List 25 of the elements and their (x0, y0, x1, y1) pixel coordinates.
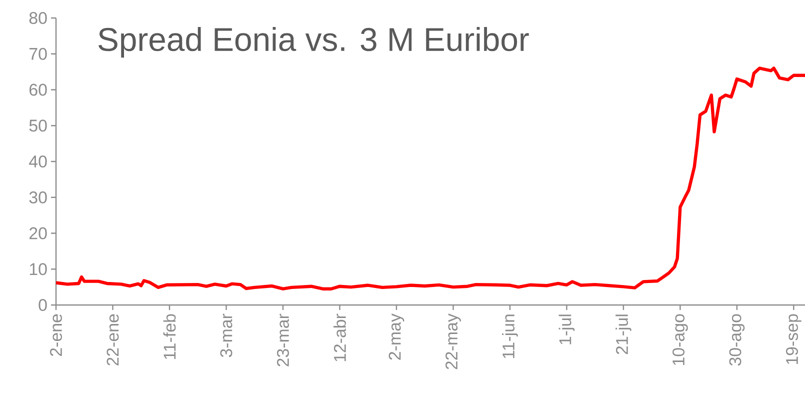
y-tick-label: 40 (29, 156, 47, 168)
y-tick-label: 60 (30, 84, 47, 96)
x-tick-label: 1-jul (558, 314, 575, 344)
y-tick-label: 80 (29, 12, 47, 24)
y-tick-label: 10 (30, 263, 47, 276)
y-tick-label: 70 (30, 48, 47, 60)
x-tick-label: 2-ene (50, 314, 62, 356)
x-tick-label: 22-ene (106, 314, 119, 366)
y-tick-label: 0 (38, 299, 47, 311)
x-tick-label: 11-feb (163, 314, 176, 359)
x-tick-label: 3-mar (220, 314, 232, 358)
x-tick-label: 11-jun (502, 314, 518, 358)
y-tick-label: 30 (29, 191, 47, 204)
x-tick-label: 30-ago (729, 314, 745, 366)
x-tick-label: 19-sep (786, 314, 802, 364)
x-tick-label: 10-ago (672, 314, 688, 365)
x-tick-label: 22-may (446, 314, 461, 370)
x-tick-label: 2-may (388, 314, 404, 360)
chart-title: Spread Eonia vs. 3 M Euribor (98, 27, 529, 58)
x-tick-label: 21-jul (616, 314, 632, 354)
y-tick-label: 50 (29, 120, 47, 132)
y-tick-label: 20 (30, 227, 47, 240)
x-tick-label: 12-abr (334, 314, 346, 362)
line-series (54, 66, 805, 290)
x-tick-label: 23-mar (276, 314, 289, 366)
